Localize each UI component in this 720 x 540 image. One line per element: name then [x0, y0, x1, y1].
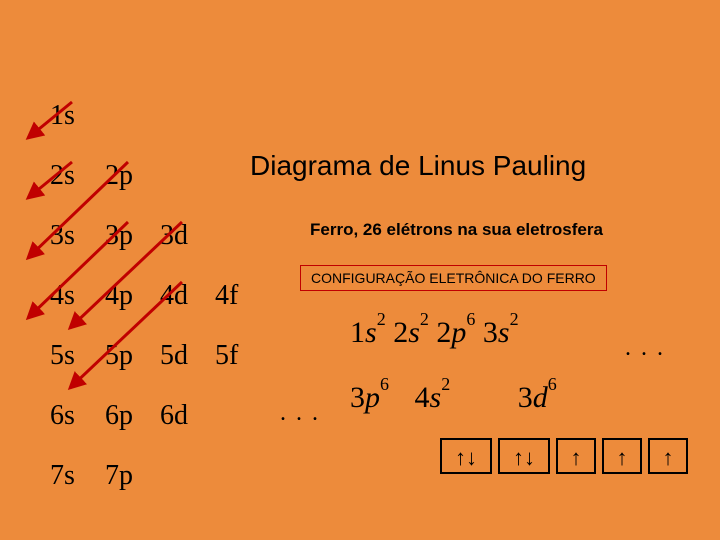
orbital-3p: 3p [105, 220, 133, 252]
orbital-6d: 6d [160, 400, 188, 432]
electron-box: ↑↓ [440, 438, 492, 474]
orbital-7s: 7s [50, 460, 75, 492]
page-title: Diagrama de Linus Pauling [250, 150, 586, 182]
orbital-5p: 5p [105, 340, 133, 372]
orbital-2p: 2p [105, 160, 133, 192]
config-term: 2p6 [436, 316, 483, 349]
orbital-4p: 4p [105, 280, 133, 312]
orbital-6p: 6p [105, 400, 133, 432]
config-term: 1s2 [350, 316, 393, 349]
continuation-dots-1: . . . [625, 335, 665, 362]
orbital-5d: 5d [160, 340, 188, 372]
orbital-6s: 6s [50, 400, 75, 432]
orbital-4s: 4s [50, 280, 75, 312]
orbital-4d: 4d [160, 280, 188, 312]
orbital-box-row: ↑↓↑↓↑↑↑ [440, 438, 688, 474]
orbital-3s: 3s [50, 220, 75, 252]
orbital-7p: 7p [105, 460, 133, 492]
electron-box: ↑↓ [498, 438, 550, 474]
orbital-3d: 3d [160, 220, 188, 252]
continuation-dots-2: . . . [280, 400, 320, 427]
orbital-4f: 4f [215, 280, 238, 312]
subtitle-text: Ferro, 26 elétrons na sua eletrosfera [310, 220, 603, 240]
config-term: 2s2 [393, 316, 436, 349]
orbital-2s: 2s [50, 160, 75, 192]
electron-config-line-1: 1s2 2s2 2p6 3s2 [350, 315, 519, 350]
electron-box: ↑ [556, 438, 596, 474]
orbital-1s: 1s [50, 100, 75, 132]
config-term: 4s2 [415, 381, 458, 414]
orbital-5f: 5f [215, 340, 238, 372]
config-term: 3p6 [350, 381, 397, 414]
electron-config-line-2: 3p6 4s2 3d6 [350, 380, 557, 415]
electron-box: ↑ [648, 438, 688, 474]
config-banner: CONFIGURAÇÃO ELETRÔNICA DO FERRO [300, 265, 607, 291]
electron-box: ↑ [602, 438, 642, 474]
pauling-diagram-slide: { "background_color": "#ed8b3b", "title"… [0, 0, 720, 540]
config-term: 3d6 [518, 381, 557, 414]
config-term: 3s2 [483, 316, 519, 349]
orbital-5s: 5s [50, 340, 75, 372]
